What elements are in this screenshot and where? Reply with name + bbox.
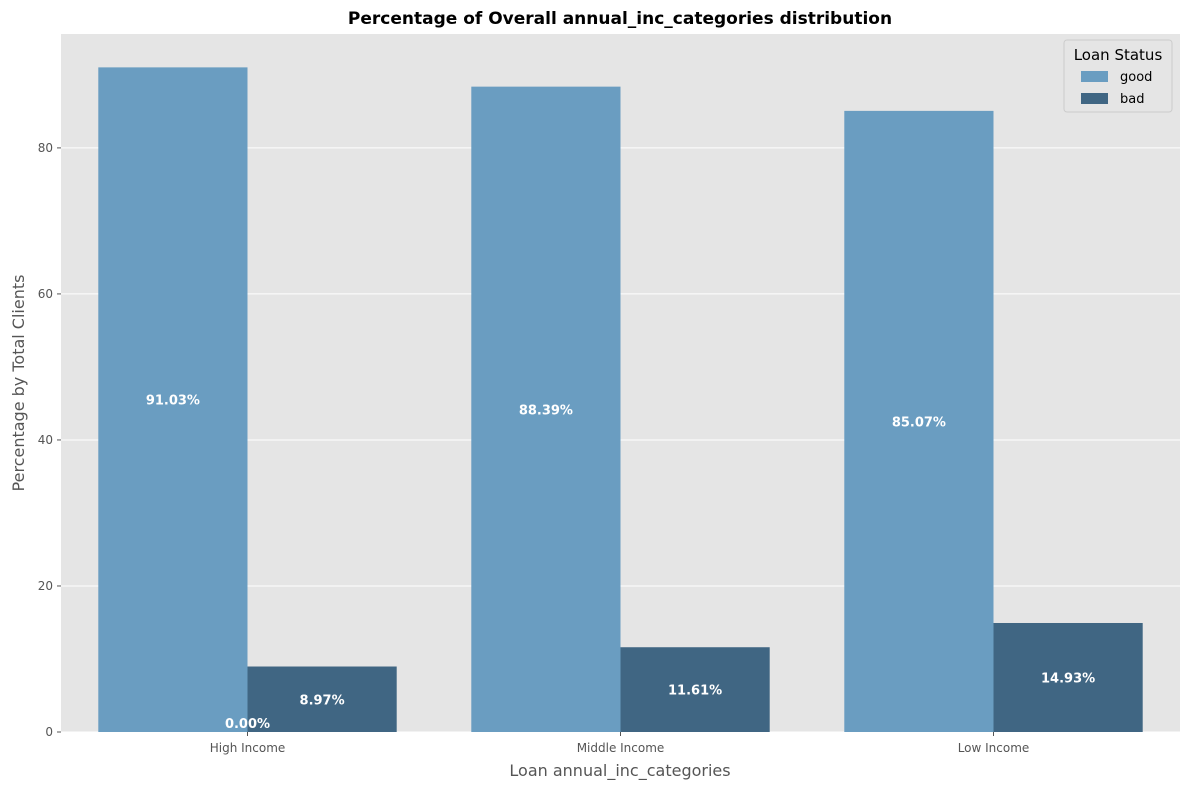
legend-items: good bad — [1081, 70, 1152, 107]
y-tick-label: 20 — [38, 579, 53, 593]
bar-value-label: 85.07% — [892, 415, 946, 430]
legend-label-bad: bad — [1120, 92, 1144, 107]
x-axis-ticks: High Income Middle Income Low Income — [210, 732, 1030, 755]
y-tick-label: 0 — [45, 725, 53, 739]
bar-value-label: 91.03% — [146, 394, 200, 409]
bar-value-label: 14.93% — [1041, 671, 1095, 686]
bar-bad — [247, 666, 397, 732]
legend-swatch-bad — [1081, 93, 1108, 104]
x-tick-label: High Income — [210, 741, 286, 755]
bar-value-label: 88.39% — [519, 403, 573, 418]
bar-value-label: 8.97% — [300, 693, 345, 708]
x-tick-label: Middle Income — [577, 741, 665, 755]
y-tick-label: 60 — [38, 287, 53, 301]
y-tick-label: 80 — [38, 141, 53, 155]
bar-bad — [620, 647, 770, 732]
y-axis-ticks: 0 20 40 60 80 — [38, 141, 61, 739]
bars — [98, 67, 1143, 733]
legend-label-good: good — [1120, 70, 1152, 85]
bar-good — [471, 86, 621, 733]
bar-value-label: 11.61% — [668, 684, 722, 699]
bar-good — [98, 67, 248, 732]
x-axis-label: Loan annual_inc_categories — [509, 761, 730, 781]
bar-good — [844, 110, 994, 733]
legend-swatch-good — [1081, 71, 1108, 82]
x-tick-label: Low Income — [958, 741, 1030, 755]
bar-bad — [993, 622, 1143, 732]
bar-value-label: 0.00% — [225, 717, 270, 732]
chart-title: Percentage of Overall annual_inc_categor… — [348, 9, 892, 29]
legend-title: Loan Status — [1074, 46, 1163, 64]
bar-labels: 91.03% 8.97% 88.39% 11.61% 85.07% 14.93% 0.00% — [146, 394, 1095, 732]
y-tick-label: 40 — [38, 433, 53, 447]
legend: Loan Status good bad — [1063, 39, 1173, 113]
y-axis-label: Percentage by Total Clients — [9, 275, 28, 492]
